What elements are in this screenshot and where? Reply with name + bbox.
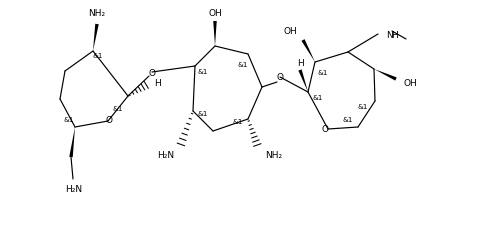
Polygon shape <box>298 70 308 93</box>
Text: OH: OH <box>208 9 222 18</box>
Text: OH: OH <box>404 79 418 88</box>
Text: OH: OH <box>283 26 297 35</box>
Text: O: O <box>148 68 156 77</box>
Text: N: N <box>386 30 393 39</box>
Text: H: H <box>297 58 303 67</box>
Text: &1: &1 <box>113 106 123 112</box>
Text: &1: &1 <box>358 103 368 109</box>
Text: H₂N: H₂N <box>157 150 174 159</box>
Polygon shape <box>374 70 397 81</box>
Polygon shape <box>93 25 99 52</box>
Text: &1: &1 <box>313 94 323 100</box>
Text: &1: &1 <box>343 116 353 122</box>
Text: &1: &1 <box>198 110 208 116</box>
Text: NH₂: NH₂ <box>88 9 106 18</box>
Text: O: O <box>276 73 284 82</box>
Polygon shape <box>69 128 75 158</box>
Text: NH₂: NH₂ <box>265 150 282 159</box>
Polygon shape <box>213 22 217 47</box>
Polygon shape <box>301 40 315 63</box>
Text: H₂N: H₂N <box>65 185 82 194</box>
Text: &1: &1 <box>198 69 208 75</box>
Text: H: H <box>391 30 398 39</box>
Text: &1: &1 <box>64 116 74 122</box>
Text: &1: &1 <box>233 119 243 125</box>
Text: &1: &1 <box>238 62 248 68</box>
Text: &1: &1 <box>318 70 328 76</box>
Text: H: H <box>154 78 161 87</box>
Text: O: O <box>322 124 328 133</box>
Text: O: O <box>105 116 113 125</box>
Text: &1: &1 <box>93 53 103 59</box>
